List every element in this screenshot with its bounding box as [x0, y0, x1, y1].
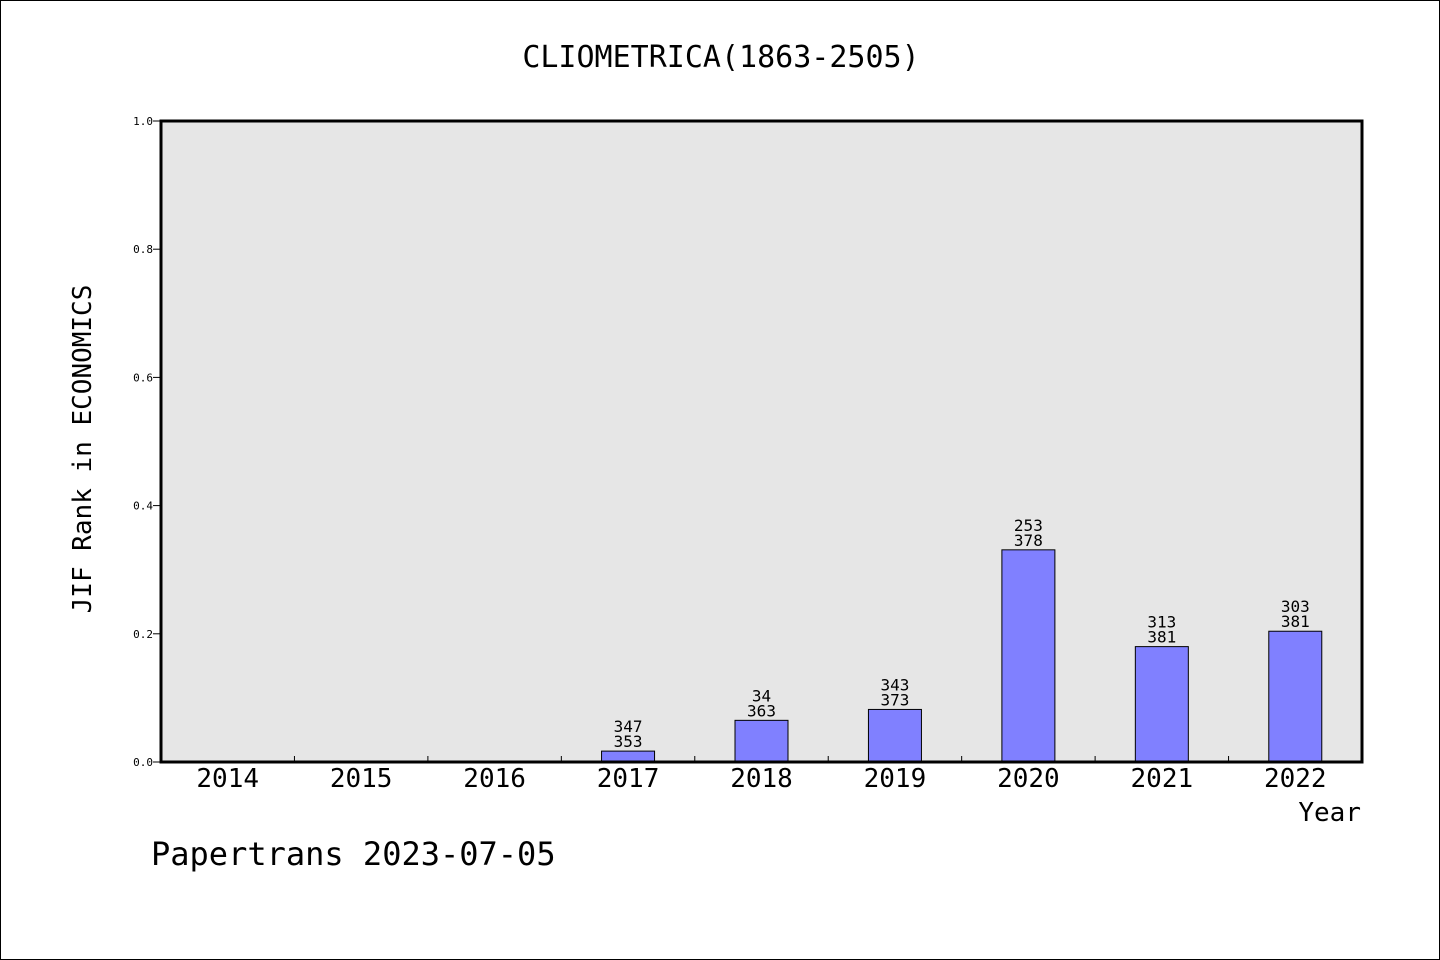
bar-label-rank: 253	[1014, 516, 1043, 535]
bar	[734, 719, 789, 763]
bar	[1268, 630, 1323, 763]
footer-credit: Papertrans 2023-07-05	[151, 835, 556, 873]
x-tick-label: 2016	[463, 764, 526, 794]
x-tick-label: 2015	[330, 764, 393, 794]
bar-label-total: 353	[614, 732, 643, 751]
x-tick-label: 2021	[1131, 764, 1194, 794]
x-tick-label: 2020	[997, 764, 1060, 794]
bar	[1134, 646, 1189, 763]
y-axis: 0.0 0.2 0.4 0.6 0.8 1.0	[133, 115, 161, 769]
bar	[1001, 549, 1056, 763]
bar-label-rank: 303	[1281, 597, 1310, 616]
y-tick-label: 1.0	[133, 115, 153, 128]
y-tick-label: 0.0	[133, 756, 153, 769]
bar	[601, 750, 656, 763]
y-tick-label: 0.6	[133, 371, 153, 384]
y-axis-label: JIF Rank in ECONOMICS	[68, 285, 98, 614]
y-tick-label: 0.4	[133, 500, 153, 513]
x-tick-label: 2019	[864, 764, 927, 794]
bar-label-total: 378	[1014, 531, 1043, 550]
bar	[867, 708, 922, 763]
bar-label-total: 381	[1147, 628, 1176, 647]
x-axis-label: Year	[1298, 798, 1361, 828]
x-axis: 2014 2015 2016 2017 2018 2019 2020 2021 2022	[196, 756, 1327, 794]
bar-label-rank: 347	[614, 717, 643, 736]
bars	[601, 549, 1323, 763]
bar-label-rank: 343	[880, 675, 909, 694]
bar-label-total: 381	[1281, 612, 1310, 631]
y-tick-label: 0.8	[133, 243, 153, 256]
plot-border	[159, 119, 1364, 764]
x-tick-label: 2018	[730, 764, 793, 794]
bar-label-total: 363	[747, 701, 776, 720]
chart-title: CLIOMETRICA(1863-2505)	[522, 40, 919, 75]
x-tick-label: 2022	[1264, 764, 1327, 794]
x-tick-label: 2014	[196, 764, 259, 794]
bar-label-total: 373	[880, 690, 909, 709]
y-tick-label: 0.2	[133, 628, 153, 641]
bar-label-rank: 313	[1147, 613, 1176, 632]
bar-label-rank: 34	[752, 686, 771, 705]
x-tick-label: 2017	[597, 764, 660, 794]
